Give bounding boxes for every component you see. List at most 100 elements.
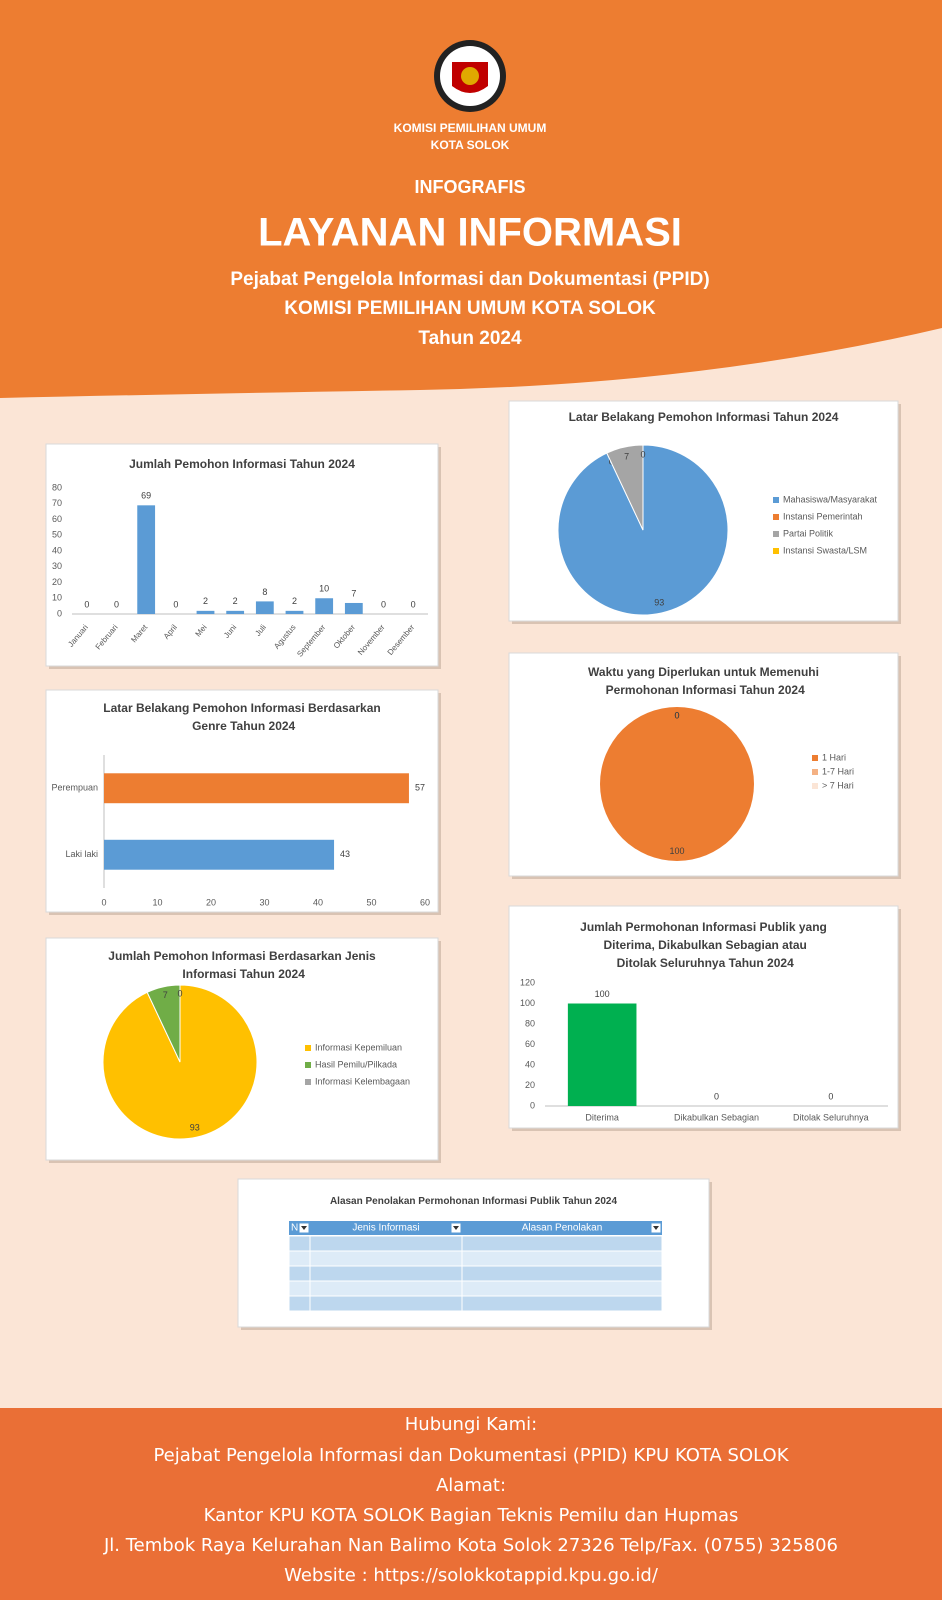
data-label: 69 [141, 491, 151, 501]
table-row [288, 1250, 663, 1267]
data-label: 93 [654, 597, 664, 607]
x-tick-label: 20 [206, 897, 216, 907]
footer-line: Hubungi Kami: [405, 1414, 537, 1435]
legend-label: > 7 Hari [822, 780, 854, 790]
x-tick-label: Dikabulkan Sebagian [674, 1112, 759, 1122]
legend-label: 1 Hari [822, 752, 846, 762]
y-tick-label: 60 [525, 1039, 535, 1049]
data-label: 7 [351, 588, 356, 598]
data-label: 0 [828, 1091, 833, 1101]
header-band [0, 0, 942, 398]
data-label: 93 [190, 1123, 200, 1133]
footer-line: Pejabat Pengelola Informasi dan Dokument… [153, 1445, 789, 1466]
data-label: 0 [411, 599, 416, 609]
footer-line: Alamat: [436, 1475, 506, 1496]
legend-swatch [305, 1079, 311, 1085]
data-label: 0 [714, 1091, 719, 1101]
data-label: 43 [340, 849, 350, 859]
footer-line: Website : https://solokkotappid.kpu.go.i… [284, 1565, 659, 1586]
bar [226, 610, 245, 614]
legend-swatch [773, 548, 779, 554]
y-tick-label: 20 [525, 1080, 535, 1090]
dropdown-arrow [453, 1226, 459, 1230]
x-tick-label: 30 [259, 897, 269, 907]
data-label: 2 [292, 596, 297, 606]
data-label: 0 [640, 450, 645, 460]
dropdown-arrow [653, 1226, 659, 1230]
footer-line: Jl. Tembok Raya Kelurahan Nan Balimo Kot… [103, 1535, 838, 1556]
data-label: 100 [595, 989, 610, 999]
chart-title: Jumlah Pemohon Informasi Berdasarkan Jen… [108, 949, 376, 981]
data-label: 7 [624, 451, 629, 461]
logo [434, 40, 506, 112]
chart-title: Latar Belakang Pemohon Informasi Berdasa… [103, 701, 380, 733]
legend-swatch [812, 755, 818, 761]
legend-swatch [773, 514, 779, 520]
data-label: 2 [233, 596, 238, 606]
logo-emblem [461, 67, 479, 85]
y-tick-label: 10 [52, 593, 62, 603]
y-tick-label: 0 [57, 608, 62, 618]
x-tick-label: 50 [366, 897, 376, 907]
x-tick-label: 10 [152, 897, 162, 907]
legend-label: Hasil Pemilu/Pilkada [315, 1059, 397, 1069]
bar [104, 773, 409, 804]
legend-label: Informasi Kepemiluan [315, 1042, 402, 1052]
kicker: INFOGRAFIS [415, 177, 526, 197]
legend-swatch [773, 497, 779, 503]
data-label: 8 [262, 587, 267, 597]
bar [285, 610, 304, 614]
table-row [288, 1295, 663, 1312]
subtitle: Tahun 2024 [418, 328, 522, 349]
table-row [288, 1265, 663, 1282]
pie-slice [600, 707, 754, 861]
panel [45, 443, 439, 667]
bar [104, 839, 335, 870]
x-tick-label: 60 [420, 897, 430, 907]
data-label: 0 [177, 989, 182, 999]
legend-label: Mahasiswa/Masyarakat [783, 494, 878, 504]
main-title: LAYANAN INFORMASI [258, 211, 682, 255]
data-label: 0 [173, 599, 178, 609]
y-tick-label: 30 [52, 561, 62, 571]
data-label: 0 [84, 599, 89, 609]
legend-label: Informasi Kelembagaan [315, 1076, 410, 1086]
column-header: Jenis Informasi [352, 1223, 419, 1234]
legend-label: Instansi Swasta/LSM [783, 545, 867, 555]
table-header [289, 1221, 662, 1235]
bar [255, 601, 274, 614]
footer-line: Kantor KPU KOTA SOLOK Bagian Teknis Pemi… [204, 1505, 739, 1526]
pie-slice [146, 984, 181, 1063]
bar [196, 610, 215, 614]
x-tick-label: 40 [313, 897, 323, 907]
org-name: KOMISI PEMILIHAN UMUM [394, 121, 547, 135]
bar [344, 602, 363, 614]
subtitle: Pejabat Pengelola Informasi dan Dokument… [230, 269, 709, 290]
subtitle: KOMISI PEMILIHAN UMUM KOTA SOLOK [284, 298, 656, 319]
chart-title: Jumlah Pemohon Informasi Tahun 2024 [129, 457, 355, 471]
data-label: 0 [674, 711, 679, 721]
y-tick-label: 20 [52, 577, 62, 587]
legend-label: Partai Politik [783, 528, 834, 538]
bar [315, 598, 334, 614]
table-row [288, 1280, 663, 1297]
data-label: 2 [203, 596, 208, 606]
chart-title: Waktu yang Diperlukan untuk Memenuhi Per… [588, 665, 819, 697]
data-label: 57 [415, 783, 425, 793]
legend-swatch [305, 1062, 311, 1068]
y-tick-label: 80 [52, 482, 62, 492]
y-tick-label: 70 [52, 498, 62, 508]
pie-slice [606, 444, 644, 531]
legend-label: 1-7 Hari [822, 766, 854, 776]
y-tick-label: Perempuan [51, 783, 98, 793]
dropdown-arrow [301, 1226, 307, 1230]
y-tick-label: 40 [52, 545, 62, 555]
chart-title: Jumlah Permohonan Informasi Publik yang … [580, 920, 827, 970]
chart-title: Alasan Penolakan Permohonan Informasi Pu… [330, 1196, 618, 1207]
legend-label: Instansi Pemerintah [783, 511, 863, 521]
y-tick-label: 40 [525, 1059, 535, 1069]
data-label: 0 [114, 599, 119, 609]
table-row [288, 1235, 663, 1252]
data-label: 7 [163, 990, 168, 1000]
